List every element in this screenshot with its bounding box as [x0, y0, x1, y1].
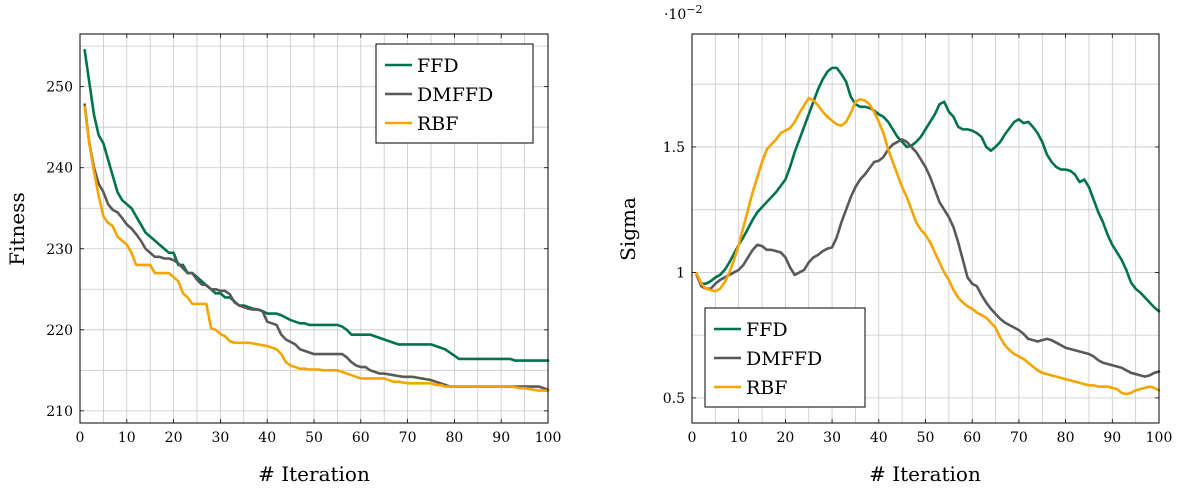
sigma-x-tick-label: 60: [963, 430, 981, 446]
sigma-y-tick-label: 1.5: [663, 140, 685, 156]
fitness-series-ffd: [83, 48, 550, 362]
fitness-x-tick-label: 70: [399, 430, 417, 446]
sigma-legend: FFD DMFFD RBF: [704, 307, 866, 408]
sigma-x-tick-label: 90: [1103, 430, 1121, 446]
sigma-x-tick-label: 40: [870, 430, 888, 446]
fitness-x-tick-label: 50: [305, 430, 323, 446]
sigma-y-tick-label: 1: [676, 265, 685, 281]
fitness-series-dmffd: [83, 103, 550, 392]
sigma-series-dmffd: [695, 138, 1161, 378]
fitness-x-tick-label: 30: [211, 430, 229, 446]
sigma-legend-label-ffd: FFD: [746, 319, 788, 341]
fitness-legend-label-dmffd: DMFFD: [417, 84, 493, 106]
fitness-x-tick-label: 90: [492, 430, 510, 446]
sigma-y-scale-base: ·10: [664, 7, 686, 23]
fitness-x-ticks: 0 10 20 30 40 50 60 70 80 90 100: [76, 34, 562, 446]
fitness-y-tick-label: 240: [46, 161, 73, 177]
sigma-x-tick-label: 20: [776, 430, 794, 446]
sigma-legend-label-rbf: RBF: [746, 377, 787, 399]
sigma-x-tick-label: 50: [917, 430, 935, 446]
sigma-series: [695, 66, 1161, 396]
sigma-x-ticks: 0 10 20 30 40 50 60 70 80 90 100: [688, 34, 1173, 446]
fitness-legend-label-ffd: FFD: [417, 55, 459, 77]
fitness-x-tick-label: 0: [76, 430, 85, 446]
fitness-x-tick-label: 40: [258, 430, 276, 446]
sigma-x-tick-label: 10: [730, 430, 748, 446]
sigma-y-tick-label: 0.5: [663, 391, 685, 407]
sigma-x-tick-label: 100: [1146, 430, 1173, 446]
fitness-x-tick-label: 60: [352, 430, 370, 446]
sigma-series-ffd: [695, 66, 1161, 313]
fitness-y-ticks: 210 220 230 240 250: [46, 80, 548, 420]
fitness-x-tick-label: 20: [165, 430, 183, 446]
fitness-y-axis-label: Fitness: [5, 192, 29, 266]
sigma-legend-label-dmffd: DMFFD: [746, 348, 822, 370]
fitness-legend-label-rbf: RBF: [417, 113, 458, 135]
fitness-y-tick-label: 220: [46, 323, 73, 339]
fitness-x-axis-label: # Iteration: [258, 462, 370, 486]
fitness-x-tick-label: 10: [118, 430, 136, 446]
sigma-x-axis-label: # Iteration: [869, 462, 981, 486]
fitness-y-tick-label: 210: [46, 404, 73, 420]
sigma-y-scale-multiplier: ·10−2: [664, 3, 702, 23]
sigma-x-tick-label: 30: [823, 430, 841, 446]
sigma-chart: 0 10 20 30 40 50 60 70 80 90 100 0.5 1 1.5 # Iterati…: [616, 3, 1172, 486]
fitness-legend: FFD DMFFD RBF: [375, 43, 534, 144]
fitness-x-tick-label: 100: [535, 430, 562, 446]
sigma-y-ticks: 0.5 1 1.5: [663, 140, 1159, 407]
fitness-series-rbf: [83, 105, 550, 392]
sigma-x-tick-label: 80: [1057, 430, 1075, 446]
sigma-x-tick-label: 70: [1010, 430, 1028, 446]
sigma-y-scale-exponent: −2: [686, 3, 702, 16]
sigma-y-axis-label: Sigma: [616, 197, 640, 261]
fitness-x-tick-label: 80: [445, 430, 463, 446]
sigma-x-tick-label: 0: [688, 430, 697, 446]
fitness-y-tick-label: 230: [46, 242, 73, 258]
sigma-series-rbf: [695, 96, 1161, 396]
fitness-y-tick-label: 250: [46, 80, 73, 96]
fitness-series: [83, 48, 550, 392]
fitness-chart: 0 10 20 30 40 50 60 70 80 90 100 210 220 230 240 250 #…: [5, 33, 562, 486]
